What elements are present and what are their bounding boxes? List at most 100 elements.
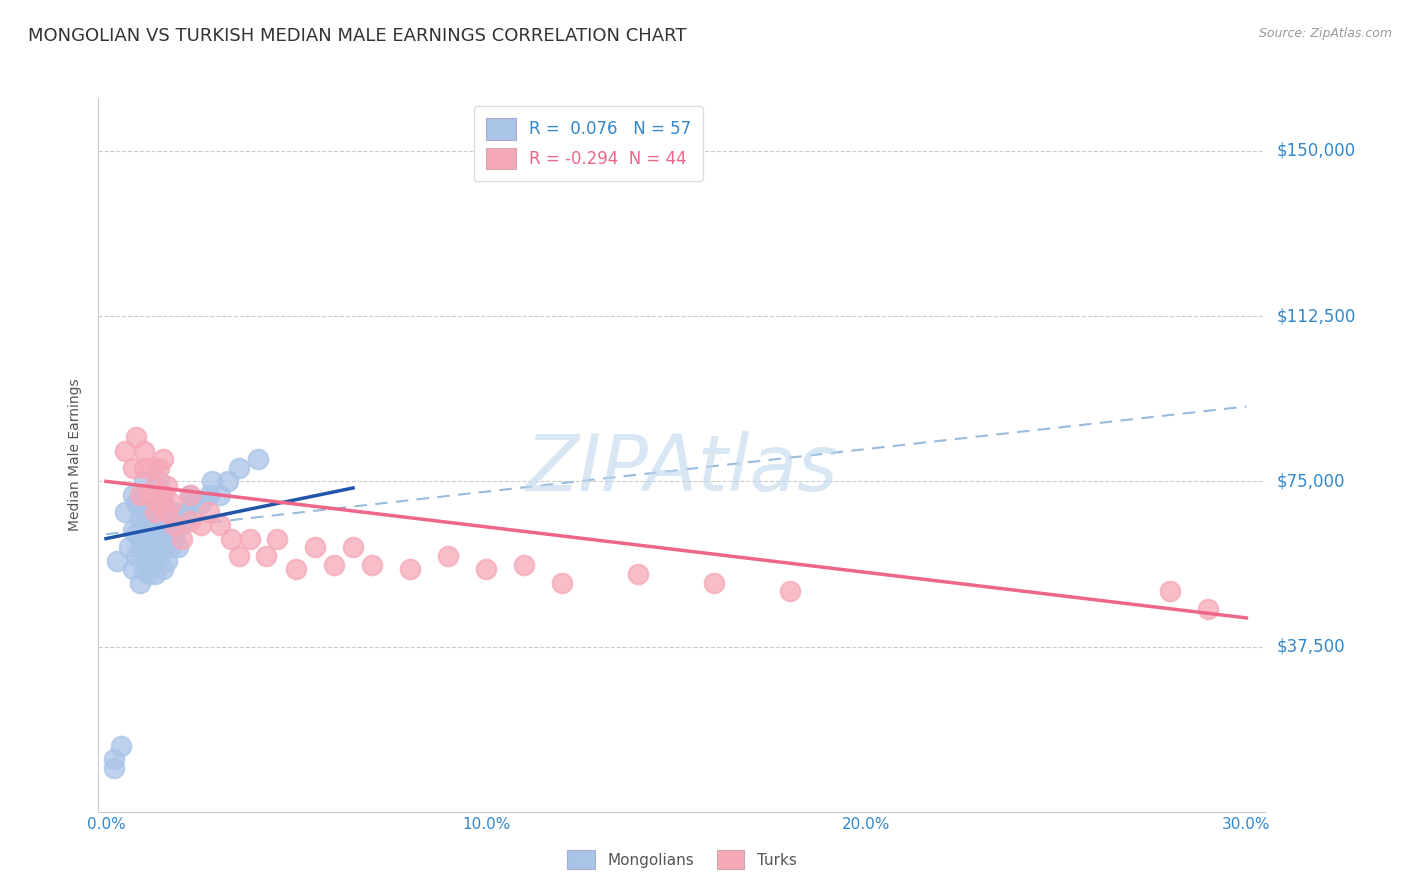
Point bbox=[221, 532, 243, 546]
Point bbox=[1197, 602, 1219, 616]
Point bbox=[197, 505, 219, 519]
Point bbox=[148, 461, 170, 475]
Point bbox=[156, 554, 179, 568]
Point bbox=[247, 452, 270, 467]
Point bbox=[163, 518, 186, 533]
Point bbox=[132, 545, 155, 559]
Point bbox=[145, 505, 167, 519]
Point bbox=[217, 475, 239, 489]
Point bbox=[129, 575, 152, 590]
Point bbox=[156, 479, 179, 493]
Point bbox=[703, 575, 725, 590]
Point bbox=[145, 566, 167, 581]
Point bbox=[132, 461, 155, 475]
Point bbox=[152, 541, 174, 555]
Point bbox=[129, 509, 152, 524]
Point bbox=[209, 518, 232, 533]
Point bbox=[627, 566, 650, 581]
Point bbox=[148, 505, 170, 519]
Point bbox=[132, 443, 155, 458]
Point bbox=[163, 532, 186, 546]
Point bbox=[361, 558, 384, 572]
Point bbox=[163, 505, 186, 519]
Point bbox=[170, 532, 193, 546]
Point bbox=[152, 562, 174, 576]
Point bbox=[148, 496, 170, 510]
Point bbox=[136, 566, 159, 581]
Point bbox=[159, 496, 181, 510]
Point bbox=[125, 549, 148, 564]
Point bbox=[148, 475, 170, 489]
Point bbox=[1159, 584, 1181, 599]
Text: $75,000: $75,000 bbox=[1277, 473, 1346, 491]
Point bbox=[285, 562, 308, 576]
Point bbox=[201, 475, 224, 489]
Point bbox=[136, 541, 159, 555]
Point bbox=[132, 562, 155, 576]
Point bbox=[551, 575, 574, 590]
Point bbox=[170, 518, 193, 533]
Point bbox=[152, 487, 174, 501]
Point bbox=[228, 461, 250, 475]
Point bbox=[190, 496, 212, 510]
Text: Source: ZipAtlas.com: Source: ZipAtlas.com bbox=[1258, 27, 1392, 40]
Point bbox=[399, 562, 422, 576]
Point bbox=[148, 527, 170, 541]
Point bbox=[179, 487, 201, 501]
Point bbox=[156, 505, 179, 519]
Text: $112,500: $112,500 bbox=[1277, 307, 1357, 326]
Point bbox=[209, 487, 232, 501]
Point bbox=[167, 541, 190, 555]
Point bbox=[779, 584, 801, 599]
Point bbox=[304, 541, 326, 555]
Point bbox=[141, 558, 163, 572]
Point bbox=[190, 518, 212, 533]
Point bbox=[132, 505, 155, 519]
Point bbox=[136, 487, 159, 501]
Point bbox=[107, 554, 129, 568]
Point bbox=[475, 562, 498, 576]
Point bbox=[103, 761, 125, 775]
Point bbox=[141, 532, 163, 546]
Point bbox=[141, 461, 163, 475]
Point bbox=[132, 527, 155, 541]
Point bbox=[152, 452, 174, 467]
Point bbox=[129, 487, 152, 501]
Point bbox=[197, 487, 219, 501]
Point bbox=[152, 518, 174, 533]
Point bbox=[179, 487, 201, 501]
Point bbox=[125, 496, 148, 510]
Point bbox=[228, 549, 250, 564]
Point bbox=[121, 523, 143, 537]
Point bbox=[156, 532, 179, 546]
Point bbox=[437, 549, 460, 564]
Text: $37,500: $37,500 bbox=[1277, 638, 1346, 656]
Point bbox=[125, 430, 148, 444]
Point bbox=[125, 527, 148, 541]
Point bbox=[132, 475, 155, 489]
Point bbox=[145, 541, 167, 555]
Point bbox=[174, 505, 197, 519]
Point bbox=[183, 496, 205, 510]
Legend: Mongolians, Turks: Mongolians, Turks bbox=[561, 844, 803, 875]
Point bbox=[159, 541, 181, 555]
Point bbox=[121, 487, 143, 501]
Point bbox=[342, 541, 364, 555]
Point bbox=[167, 514, 190, 528]
Point bbox=[136, 518, 159, 533]
Point bbox=[254, 549, 277, 564]
Point bbox=[121, 461, 143, 475]
Point bbox=[145, 479, 167, 493]
Point bbox=[141, 505, 163, 519]
Point bbox=[103, 752, 125, 766]
Point bbox=[121, 562, 143, 576]
Text: MONGOLIAN VS TURKISH MEDIAN MALE EARNINGS CORRELATION CHART: MONGOLIAN VS TURKISH MEDIAN MALE EARNING… bbox=[28, 27, 686, 45]
Point bbox=[179, 514, 201, 528]
Text: $150,000: $150,000 bbox=[1277, 142, 1357, 160]
Point bbox=[266, 532, 288, 546]
Point bbox=[513, 558, 536, 572]
Point bbox=[118, 541, 141, 555]
Point bbox=[156, 505, 179, 519]
Point bbox=[114, 505, 136, 519]
Point bbox=[148, 549, 170, 564]
